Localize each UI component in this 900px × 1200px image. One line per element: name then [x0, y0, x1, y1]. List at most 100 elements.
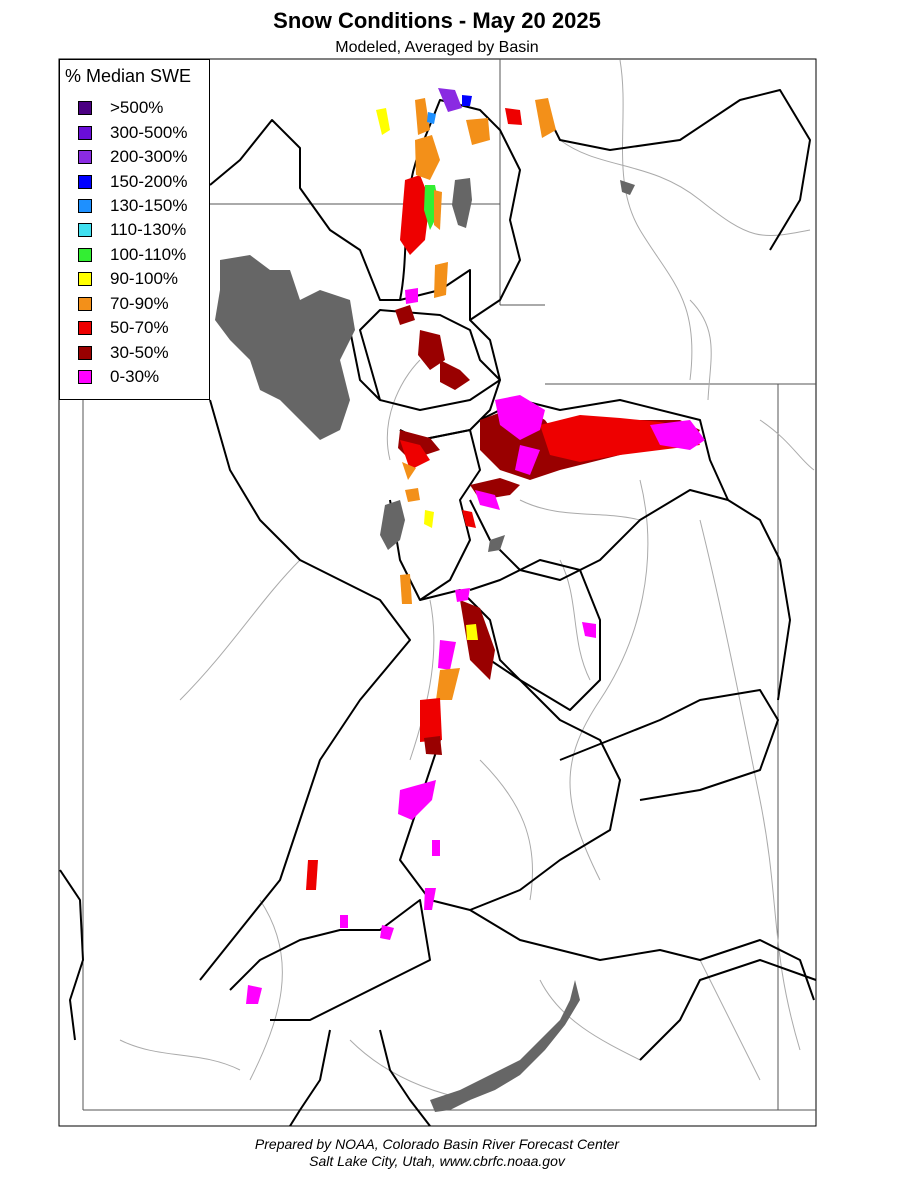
legend-swatch [78, 101, 92, 115]
river [539, 979, 641, 1061]
dirty-devil-basin [559, 689, 779, 801]
snow-patch-0-30 [380, 925, 394, 940]
legend-title: % Median SWE [65, 66, 192, 86]
south-central-basin [289, 1029, 331, 1127]
legend-item: 110-130% [78, 220, 186, 240]
south-central-basin-2 [379, 1029, 431, 1127]
snow-patch-0-30 [475, 490, 500, 510]
legend-label: 300-500% [110, 123, 188, 142]
legend-label: 70-90% [110, 294, 169, 313]
legend-label: 110-130% [110, 220, 187, 239]
snow-patch-70-90 [434, 262, 448, 298]
great-salt-lake [215, 255, 355, 440]
legend-item: 150-200% [78, 172, 188, 192]
legend-label: 0-30% [110, 367, 160, 386]
river [519, 499, 641, 521]
snow-patch-50-70 [400, 440, 430, 470]
duchesne-basin [469, 399, 729, 581]
river [689, 299, 712, 401]
snow-patch-30-50 [424, 736, 442, 755]
legend-label: 150-200% [110, 172, 188, 191]
legend-label: 90-100% [110, 269, 179, 288]
snow-patch-200-300 [438, 88, 462, 112]
snow-patch-70-90 [405, 488, 420, 502]
snow-patch-0-30 [495, 395, 545, 440]
legend-swatch [78, 248, 92, 262]
snow-patch-50-70 [420, 698, 442, 742]
snow-patch-70-90 [436, 668, 460, 700]
virgin-basin [229, 899, 431, 1021]
snow-patch-90-100 [376, 108, 390, 135]
legend-swatch [78, 150, 92, 164]
legend-item: 130-150% [78, 196, 188, 216]
snow-patch-0-30 [582, 622, 596, 638]
flaming-gorge-reservoir [620, 180, 635, 195]
lake-powell [430, 980, 580, 1112]
river [249, 899, 283, 1081]
snow-patch-0-30 [398, 780, 436, 820]
river [559, 559, 591, 681]
snow-patches [246, 88, 705, 1004]
snow-patch-0-30 [424, 888, 436, 910]
snow-patch-30-50 [440, 360, 470, 390]
river [759, 419, 815, 471]
legend-item: >500% [78, 98, 163, 118]
legend-label: 30-50% [110, 343, 169, 362]
utah-lake [380, 500, 405, 550]
legend-item: 200-300% [78, 147, 188, 167]
snow-patch-30-50 [395, 305, 415, 325]
southwest-basin [59, 869, 84, 1041]
snow-patch-70-90 [466, 118, 490, 145]
snow-patch-30-50 [418, 330, 445, 370]
legend-item: 70-90% [78, 294, 169, 314]
snow-patch-70-90 [535, 98, 556, 138]
snow-patch-50-70 [462, 510, 476, 528]
legend-swatch [78, 370, 92, 384]
strawberry-reservoir [488, 535, 505, 552]
snow-patch-0-30 [438, 640, 456, 670]
river [559, 139, 811, 237]
legend-label: 200-300% [110, 147, 188, 166]
legend-item: 90-100% [78, 269, 178, 289]
lakes [215, 178, 635, 1112]
bear-river-basin [209, 119, 501, 411]
legend-label: 100-110% [110, 245, 187, 264]
legend-item: 0-30% [78, 367, 159, 387]
legend: % Median SWE >500% 300-500% 200-300% 150… [59, 59, 210, 400]
legend-swatch [78, 199, 92, 213]
map-subtitle: Modeled, Averaged by Basin [335, 39, 539, 56]
legend-swatch [78, 297, 92, 311]
snow-patch-70-90 [415, 98, 430, 135]
snow-patch-70-90 [400, 574, 412, 604]
legend-item: 30-50% [78, 343, 169, 363]
sevier-basin [399, 589, 621, 911]
snow-patch-70-90 [402, 462, 416, 480]
snow-patch-70-90 [415, 135, 440, 180]
legend-label: >500% [110, 98, 164, 117]
legend-swatch [78, 126, 92, 140]
legend-swatch [78, 223, 92, 237]
snow-patch-70-90 [434, 190, 442, 230]
snow-patch-50-70 [505, 108, 522, 125]
river [569, 479, 649, 881]
legend-swatch [78, 346, 92, 360]
upper-green-basin [539, 89, 811, 251]
map-title: Snow Conditions - May 20 2025 [273, 8, 601, 33]
river [619, 59, 693, 381]
snow-patch-90-100 [424, 510, 434, 528]
legend-item: 100-110% [78, 245, 186, 265]
legend-swatch [78, 272, 92, 286]
price-san-rafael-basin [469, 559, 601, 711]
river [119, 1039, 241, 1071]
legend-item: 300-500% [78, 123, 188, 143]
white-yampa-basin [727, 499, 791, 701]
credit-line-1: Prepared by NOAA, Colorado Basin River F… [254, 1136, 620, 1152]
credit-line-2: Salt Lake City, Utah, www.cbrfc.noaa.gov [309, 1153, 565, 1169]
legend-label: 130-150% [110, 196, 188, 215]
snow-patch-0-30 [432, 840, 440, 856]
snow-patch-130-150 [427, 112, 436, 124]
snow-patch-90-100 [466, 624, 478, 640]
colorado-lower-basin [469, 909, 815, 1001]
snow-patch-50-70 [400, 175, 430, 255]
snow-patch-0-30 [455, 588, 470, 602]
